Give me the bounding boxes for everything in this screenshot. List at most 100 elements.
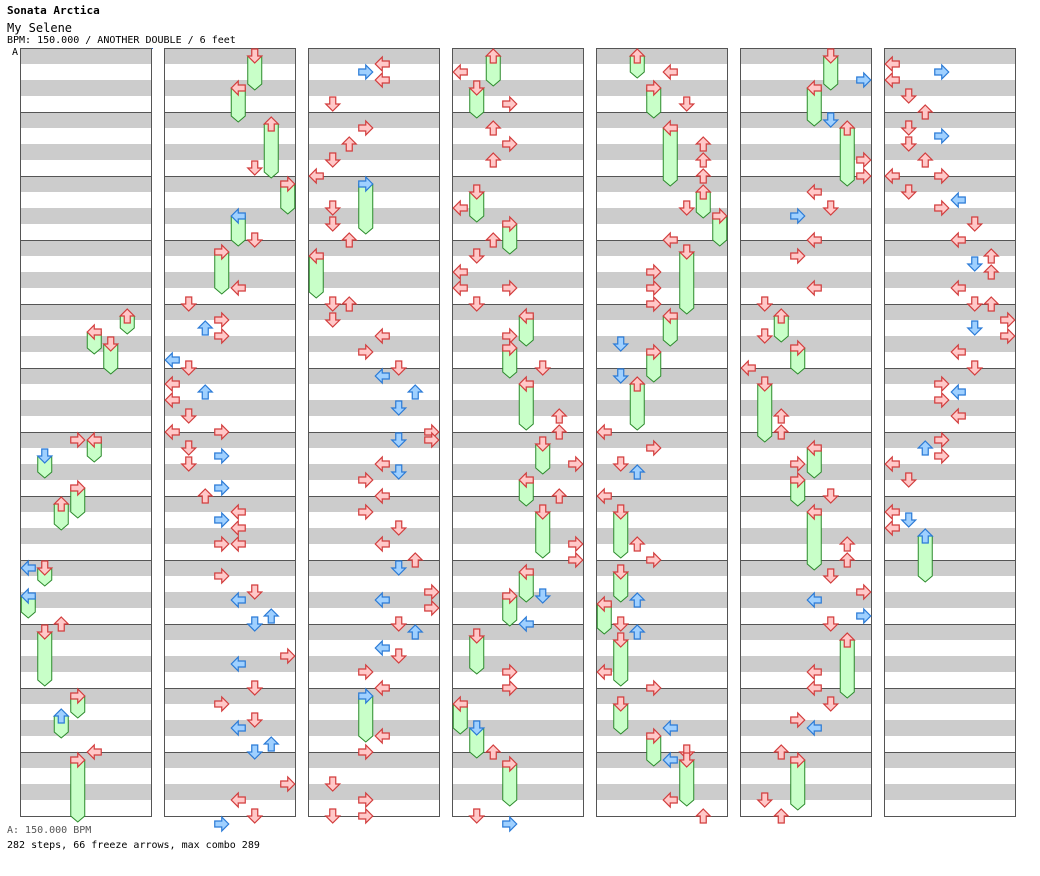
beat-stripe — [452, 320, 584, 336]
beat-stripe — [596, 336, 728, 352]
beat-stripe — [740, 64, 872, 80]
beat-stripe — [20, 192, 152, 208]
arrow-right-icon — [502, 755, 518, 773]
beat-stripe — [740, 176, 872, 192]
song-title: My Selene — [7, 21, 73, 35]
arrow-down-icon — [180, 408, 198, 424]
column-border — [308, 48, 440, 817]
beat-stripe — [20, 240, 152, 256]
beat-stripe — [20, 784, 152, 800]
arrow-right-icon — [646, 679, 662, 697]
beat-stripe — [20, 560, 152, 576]
arrow-left-icon — [20, 559, 36, 577]
arrow-up-icon — [694, 808, 712, 824]
beat-stripe — [740, 96, 872, 112]
arrow-left-icon — [806, 591, 822, 609]
beat-stripe — [884, 320, 1016, 336]
arrow-down-icon — [534, 360, 552, 376]
arrow-down-icon — [246, 232, 264, 248]
arrow-left-icon — [950, 231, 966, 249]
arrow-down-icon — [966, 296, 984, 312]
beat-stripe — [596, 672, 728, 688]
arrow-right-icon — [934, 127, 950, 145]
arrow-left-icon — [164, 391, 180, 409]
freeze-arrow-icon — [839, 639, 855, 699]
arrow-down-icon — [900, 184, 918, 200]
beat-stripe — [308, 688, 440, 704]
beat-stripe — [740, 288, 872, 304]
arrow-up-icon — [484, 48, 502, 64]
beat-stripe — [596, 400, 728, 416]
arrow-down-icon — [324, 216, 342, 232]
beat-stripe — [596, 576, 728, 592]
beat-stripe — [308, 176, 440, 192]
beat-stripe — [596, 64, 728, 80]
beat-stripe — [596, 256, 728, 272]
beat-stripe — [740, 112, 872, 128]
column-border — [884, 48, 1016, 817]
arrow-right-icon — [358, 503, 374, 521]
arrow-right-icon — [502, 135, 518, 153]
beat-stripe — [20, 640, 152, 656]
chart-column — [740, 48, 872, 817]
arrow-left-icon — [374, 367, 390, 385]
beat-stripe — [740, 768, 872, 784]
arrow-left-icon — [374, 487, 390, 505]
arrow-right-icon — [934, 167, 950, 185]
arrow-left-icon — [806, 439, 822, 457]
beat-stripe — [740, 256, 872, 272]
arrow-right-icon — [502, 95, 518, 113]
beat-stripe — [596, 720, 728, 736]
beat-stripe — [164, 432, 296, 448]
arrow-down-icon — [966, 256, 984, 272]
beat-stripe — [596, 192, 728, 208]
beat-stripe — [884, 336, 1016, 352]
arrow-right-icon — [424, 599, 440, 617]
beat-stripe — [740, 368, 872, 384]
beat-stripe — [164, 496, 296, 512]
beat-stripe — [452, 752, 584, 768]
beat-stripe — [308, 416, 440, 432]
arrow-down-icon — [390, 400, 408, 416]
arrow-down-icon — [246, 48, 264, 64]
column-border — [452, 48, 584, 817]
beat-stripe — [884, 592, 1016, 608]
arrow-up-icon — [694, 168, 712, 184]
beat-stripe — [596, 784, 728, 800]
beat-stripe — [740, 208, 872, 224]
beat-stripe — [308, 224, 440, 240]
arrow-left-icon — [806, 231, 822, 249]
beat-stripe — [20, 704, 152, 720]
arrow-right-icon — [502, 339, 518, 357]
arrow-up-icon — [628, 592, 646, 608]
beat-stripe — [740, 240, 872, 256]
beat-stripe — [164, 224, 296, 240]
beat-stripe — [164, 560, 296, 576]
arrow-right-icon — [856, 71, 872, 89]
arrow-down-icon — [324, 152, 342, 168]
beat-stripe — [20, 736, 152, 752]
arrow-up-icon — [340, 232, 358, 248]
arrow-left-icon — [20, 587, 36, 605]
beat-stripe — [308, 400, 440, 416]
arrow-up-icon — [772, 408, 790, 424]
beat-stripe — [308, 160, 440, 176]
arrow-down-icon — [390, 616, 408, 632]
arrow-down-icon — [678, 200, 696, 216]
arrow-right-icon — [646, 263, 662, 281]
beat-stripe — [596, 496, 728, 512]
arrow-right-icon — [70, 751, 86, 769]
arrow-left-icon — [308, 247, 324, 265]
arrow-right-icon — [646, 551, 662, 569]
beat-stripe — [740, 480, 872, 496]
beat-stripe — [164, 448, 296, 464]
arrow-right-icon — [502, 679, 518, 697]
beat-stripe — [884, 208, 1016, 224]
arrow-right-icon — [358, 663, 374, 681]
beat-stripe — [308, 608, 440, 624]
arrow-up-icon — [550, 424, 568, 440]
beat-stripe — [452, 352, 584, 368]
beat-stripe — [452, 528, 584, 544]
arrow-down-icon — [900, 472, 918, 488]
beat-stripe — [452, 496, 584, 512]
